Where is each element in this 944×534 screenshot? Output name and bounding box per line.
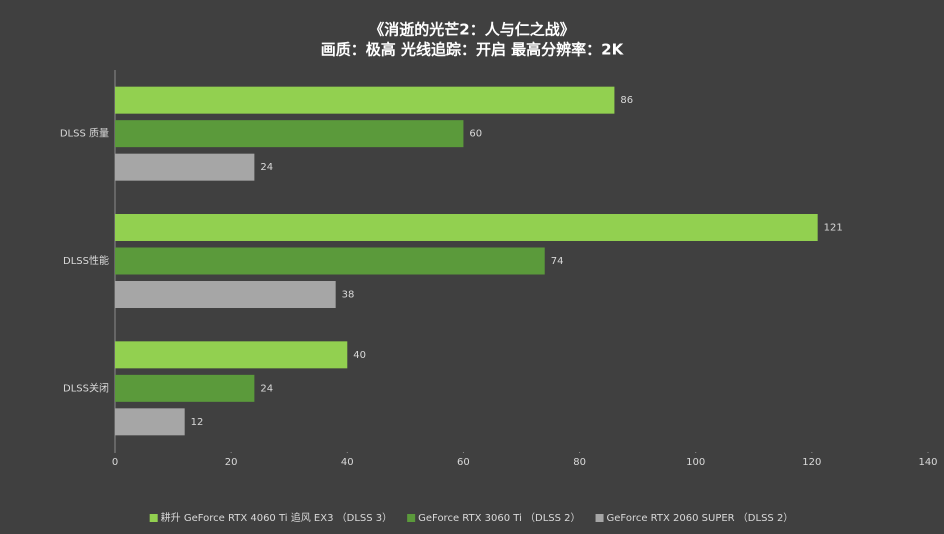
legend-label: GeForce RTX 3060 Ti （DLSS 2） xyxy=(418,512,580,524)
value-label: 38 xyxy=(342,290,355,301)
legend-swatch xyxy=(407,514,416,522)
bar xyxy=(115,341,348,369)
bar xyxy=(115,408,185,436)
bar xyxy=(115,247,545,275)
chart-title: 《消逝的光芒2：人与仁之战》 xyxy=(369,21,574,39)
value-label: 12 xyxy=(191,417,204,428)
x-tick-label: 140 xyxy=(918,457,937,468)
chart-subtitle: 画质：极高 光线追踪：开启 最高分辨率：2K xyxy=(321,41,625,59)
y-tick-label: DLSS关闭 xyxy=(63,381,109,394)
x-tick-label: 100 xyxy=(686,457,705,468)
value-label: 40 xyxy=(353,350,366,361)
value-label: 86 xyxy=(620,95,633,106)
x-tick-label: 20 xyxy=(225,457,238,468)
legend-swatch xyxy=(149,514,158,522)
x-tick-label: 80 xyxy=(573,457,586,468)
value-label: 121 xyxy=(824,223,843,234)
legend-label: GeForce RTX 2060 SUPER （DLSS 2） xyxy=(607,512,794,524)
bar xyxy=(115,153,255,181)
x-tick-label: 0 xyxy=(112,457,118,468)
x-tick-label: 120 xyxy=(802,457,821,468)
bar xyxy=(115,120,464,148)
bar xyxy=(115,374,255,402)
value-label: 74 xyxy=(551,256,564,267)
value-label: 24 xyxy=(260,162,273,173)
legend-swatch xyxy=(595,514,604,522)
bar xyxy=(115,86,615,114)
value-label: 60 xyxy=(469,129,482,140)
y-tick-label: DLSS 质量 xyxy=(60,128,109,140)
bar xyxy=(115,214,818,241)
x-tick-label: 40 xyxy=(341,457,354,468)
bar xyxy=(115,281,336,308)
y-tick-label: DLSS性能 xyxy=(63,254,109,267)
legend-label: 耕升 GeForce RTX 4060 Ti 追风 EX3 （DLSS 3） xyxy=(161,511,392,524)
x-tick-label: 60 xyxy=(457,457,470,468)
value-label: 24 xyxy=(260,383,273,394)
